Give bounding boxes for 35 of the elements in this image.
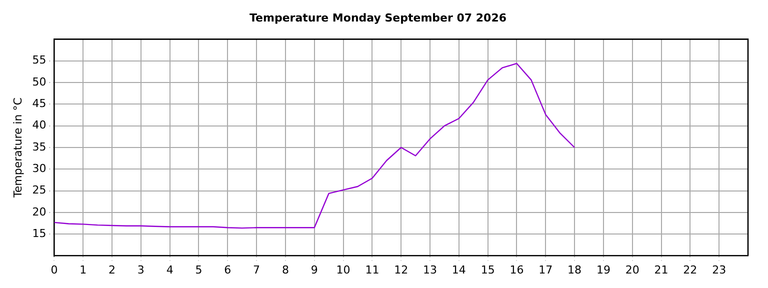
x-tick-label: 15 xyxy=(480,263,495,276)
y-tick-label: 50 xyxy=(32,75,46,88)
y-tick-label: 15 xyxy=(32,227,46,240)
y-tick-label: 55 xyxy=(32,54,46,67)
x-tick-label: 4 xyxy=(166,263,174,276)
x-tick-label: 21 xyxy=(654,263,668,276)
y-tick-label: 35 xyxy=(32,140,46,154)
y-tick-label: 25 xyxy=(32,184,46,197)
x-tick-label: 6 xyxy=(224,263,232,276)
y-tick-label: 40 xyxy=(32,118,46,132)
x-tick-label: 23 xyxy=(712,263,726,276)
x-tick-label: 7 xyxy=(253,263,260,276)
x-tick-label: 22 xyxy=(683,263,698,276)
x-tick-label: 5 xyxy=(195,263,202,276)
x-tick-label: 9 xyxy=(310,263,318,276)
x-tick-label: 11 xyxy=(365,263,380,276)
x-tick-label: 10 xyxy=(336,263,350,276)
y-tick-label: 45 xyxy=(32,97,46,110)
x-tick-label: 12 xyxy=(394,263,408,276)
x-tick-label: 18 xyxy=(568,263,582,276)
x-tick-label: 3 xyxy=(137,263,144,276)
x-tick-label: 1 xyxy=(80,263,87,276)
x-tick-label: 16 xyxy=(510,263,524,276)
x-tick-label: 0 xyxy=(50,263,58,276)
x-tick-label: 2 xyxy=(108,263,116,276)
chart-title: Temperature Monday September 07 2026 xyxy=(249,11,507,24)
y-tick-label: 20 xyxy=(32,205,46,218)
x-tick-label: 14 xyxy=(452,263,466,276)
y-axis-title: Temperature in °C xyxy=(11,97,24,198)
x-tick-label: 17 xyxy=(538,263,553,276)
y-tick-label: 30 xyxy=(32,162,46,176)
x-tick-label: 8 xyxy=(282,263,289,276)
x-tick-label: 13 xyxy=(423,263,438,276)
x-tick-label: 19 xyxy=(596,263,610,276)
x-tick-label: 20 xyxy=(625,263,640,276)
